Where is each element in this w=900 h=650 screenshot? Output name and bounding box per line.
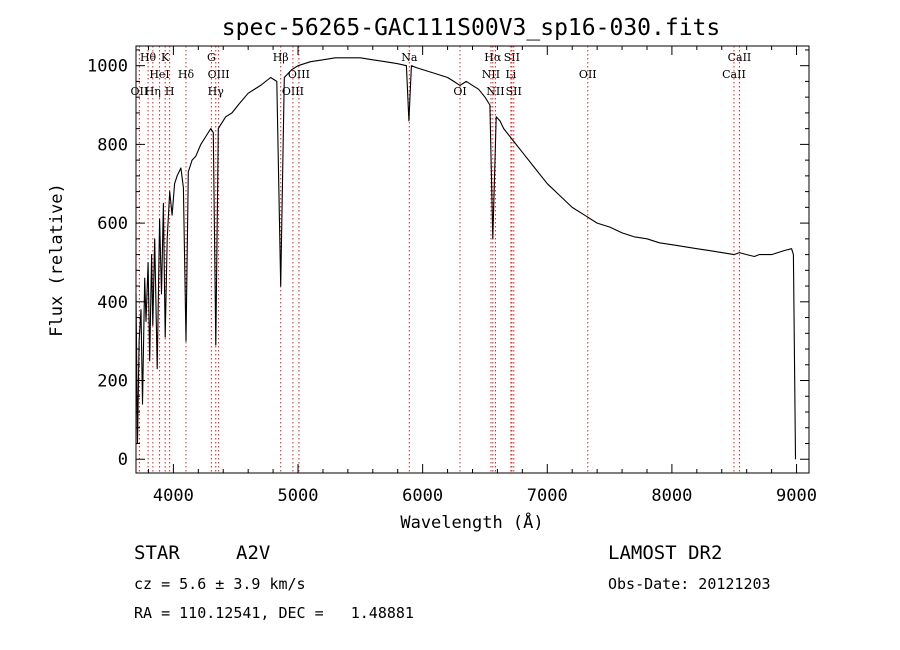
- x-tick-label: 5000: [278, 486, 319, 506]
- object-class: STAR: [134, 542, 180, 564]
- spectral-line-label: NII: [482, 68, 500, 81]
- y-axis-label: Flux (relative): [47, 183, 67, 337]
- chart-title: spec-56265-GAC111S00V3_sp16-030.fits: [222, 15, 721, 41]
- spectral-line-label: CaII: [722, 68, 746, 81]
- x-axis-label: Wavelength (Å): [400, 511, 543, 533]
- spectral-line-label: Na: [401, 51, 418, 64]
- spectral-line-label: OII: [131, 85, 149, 98]
- spectral-line-label: K: [161, 51, 170, 64]
- spectral-line-label: Li: [505, 68, 516, 81]
- x-tick-label: 6000: [402, 486, 443, 506]
- spectral-line-label: Hδ: [178, 68, 195, 81]
- spectral-line-label: OIII: [282, 85, 304, 98]
- sky-coordinates: RA = 110.12541, DEC = 1.48881: [134, 604, 414, 622]
- spectral-line-label: SII: [504, 51, 520, 64]
- plot-frame: [135, 45, 810, 474]
- y-tick-label: 800: [97, 135, 128, 155]
- spectral-line-label: Hγ: [208, 85, 225, 98]
- spectral-line-label: H: [165, 85, 175, 98]
- x-tick-label: 9000: [776, 486, 817, 506]
- x-tick-label: 4000: [153, 486, 194, 506]
- y-axis: 0 200 400 600 800 1000: [87, 49, 809, 470]
- spectral-subclass: A2V: [236, 542, 271, 564]
- y-tick-label: 200: [97, 372, 128, 392]
- x-tick-label: 7000: [527, 486, 568, 506]
- y-tick-label: 400: [97, 293, 128, 313]
- y-tick-label: 600: [97, 214, 128, 234]
- spectrum-series: [135, 57, 797, 460]
- spectral-line-label: OIII: [208, 68, 230, 81]
- spectral-line-label: SII: [506, 85, 522, 98]
- spectral-line-label: Hθ: [140, 51, 157, 64]
- spectral-line-label: Hα: [484, 51, 502, 64]
- spectral-line-label: NII: [486, 85, 504, 98]
- spectral-line-label: Hη: [145, 85, 161, 98]
- x-tick-label: 8000: [651, 486, 692, 506]
- y-tick-label: 0: [118, 450, 128, 470]
- survey-name: LAMOST DR2: [608, 542, 723, 564]
- observation-date: Obs-Date: 20121203: [608, 575, 771, 593]
- spectral-line-label: OI: [453, 85, 466, 98]
- spectral-line-label: HeI: [149, 68, 169, 81]
- spectral-line-label: OII: [579, 68, 597, 81]
- x-axis: 4000 5000 6000 7000 8000 9000: [147, 46, 817, 506]
- spectrum-line: [135, 57, 797, 460]
- y-tick-label: 1000: [87, 57, 128, 77]
- spectral-line-label: CaII: [728, 51, 752, 64]
- redshift-velocity: cz = 5.6 ± 3.9 km/s: [134, 575, 306, 593]
- spectral-line-label: Hβ: [273, 51, 289, 64]
- spectral-line-label: G: [207, 51, 216, 64]
